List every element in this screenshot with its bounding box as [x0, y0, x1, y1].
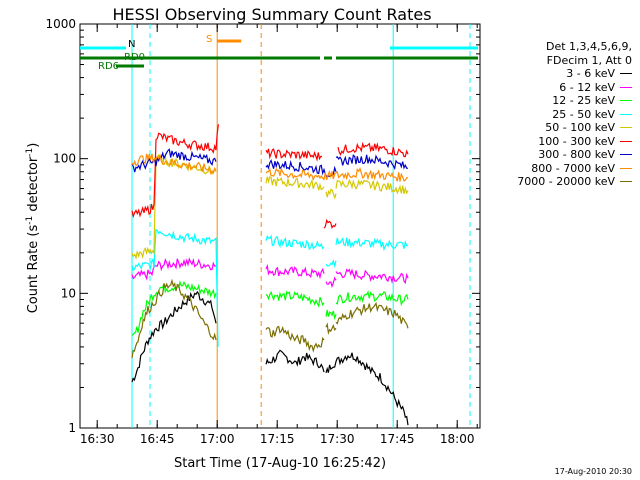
x-tick-label-6: 17:45: [380, 432, 415, 446]
plot-frame: [79, 23, 481, 429]
series-line-6-seg-3: [323, 218, 337, 230]
y-axis-label-mid: detector: [26, 156, 41, 216]
flag-rd6-label: RD6: [98, 61, 119, 72]
legend-swatch: [620, 181, 632, 183]
legend-swatch: [620, 154, 632, 156]
x-tick-label-3: 17:00: [200, 432, 235, 446]
legend-header-line-1: Det 1,3,4,5,6,9,: [545, 40, 632, 53]
series-line-4-seg-1: [131, 228, 219, 347]
flag-n-label: N: [128, 39, 135, 50]
legend-header-line-2: FDecim 1, Att 0: [546, 53, 632, 67]
legend-entry-4: 25 - 50 keV: [500, 108, 632, 122]
y-axis-label-main: Count Rate (s: [26, 225, 41, 314]
series-line-3-seg-4: [335, 290, 409, 307]
x-axis-label: Start Time (17-Aug-10 16:25:42): [174, 456, 386, 471]
series-line-2-seg-4: [335, 268, 409, 285]
legend-entry-3: 12 - 25 keV: [500, 94, 632, 108]
series-line-9-seg-1: [131, 278, 217, 359]
legend-entry-9: 7000 - 20000 keV: [500, 175, 632, 189]
series-line-4-seg-4: [335, 237, 409, 252]
series-line-3-seg-2: [265, 290, 325, 308]
x-tick-label-7: 18:00: [440, 432, 475, 446]
series-line-8-seg-2: [265, 166, 409, 182]
legend-label: 300 - 800 keV: [538, 148, 615, 161]
flag-rd0-label: RD0: [124, 52, 145, 63]
legend-entry-8: 800 - 7000 keV: [500, 162, 632, 176]
x-tick-label-1: 16:30: [80, 432, 115, 446]
series-line-7-seg-2: [265, 158, 337, 178]
y-axis-label: Count Rate (s-1 detector-1): [25, 143, 41, 314]
legend-label: 100 - 300 keV: [538, 134, 615, 148]
flag-bars: N RD0 RD6 S: [80, 34, 478, 72]
y-tick-label-3: 100: [53, 152, 76, 166]
series-line-5-seg-3: [325, 188, 337, 200]
series-line-6-seg-1: [131, 124, 219, 219]
y-axis-label-sup1: -1: [25, 216, 35, 225]
legend-label: 7000 - 20000 keV: [517, 175, 615, 188]
legend-swatch: [620, 140, 632, 142]
legend-swatch: [620, 86, 632, 88]
series-line-6-seg-4: [337, 141, 409, 158]
series-line-2-seg-3: [325, 276, 337, 289]
series-line-5-seg-1: [131, 153, 217, 260]
y-tick-label-2: 10: [61, 286, 76, 300]
legend-swatch: [620, 100, 632, 102]
series-line-9-seg-3: [325, 322, 337, 335]
legend-label: 12 - 25 keV: [552, 94, 615, 107]
legend-entry-5: 50 - 100 keV: [500, 121, 632, 135]
series-line-7-seg-3: [335, 154, 409, 171]
series-line-8-seg-1: [131, 153, 217, 175]
series-line-1-seg-1: [131, 290, 217, 383]
axis-ticks: 16:30 16:45 17:00 17:15 17:30 17:45 18:00 1 10 10…: [45, 17, 480, 446]
series-line-2-seg-2: [265, 263, 325, 280]
series-line-2-seg-1: [131, 257, 217, 281]
vertical-markers: [131, 24, 471, 428]
legend: Det 1,3,4,5,6,9, FDecim 1, Att 0 3 - 6 k…: [500, 40, 632, 189]
x-tick-label-2: 16:45: [140, 432, 175, 446]
series-line-5-seg-2: [265, 176, 325, 191]
series-line-9-seg-4: [335, 301, 409, 329]
series-line-3-seg-1: [131, 280, 217, 336]
series-line-7-seg-1: [131, 148, 217, 173]
series-line-4-seg-2: [265, 234, 325, 251]
series-line-3-seg-3: [325, 309, 337, 321]
legend-swatch: [620, 73, 632, 75]
legend-label: 6 - 12 keV: [559, 80, 615, 94]
legend-entry-6: 100 - 300 keV: [500, 135, 632, 149]
series-line-1-seg-2: [265, 349, 325, 373]
chart-title: HESSI Observing Summary Count Rates: [112, 5, 431, 24]
y-tick-label-1: 1: [68, 421, 76, 435]
legend-label: 25 - 50 keV: [552, 107, 615, 121]
series-line-6-seg-2: [265, 148, 323, 162]
series-line-9-seg-2: [265, 325, 325, 353]
legend-swatch: [620, 127, 632, 129]
x-tick-label-4: 17:15: [260, 432, 295, 446]
legend-swatch: [620, 167, 632, 169]
legend-entry-1: 3 - 6 keV: [500, 67, 632, 81]
y-axis-label-sup2: -1: [25, 148, 35, 157]
legend-label: 800 - 7000 keV: [531, 161, 615, 175]
legend-entry-2: 6 - 12 keV: [500, 81, 632, 95]
series-line-4-seg-3: [325, 258, 337, 269]
legend-swatch: [620, 113, 632, 115]
footer-timestamp: 17-Aug-2010 20:30: [554, 467, 632, 476]
x-tick-label-5: 17:30: [320, 432, 355, 446]
legend-label: 3 - 6 keV: [566, 67, 615, 80]
series-line-5-seg-4: [335, 178, 409, 195]
series-lines: [131, 124, 409, 426]
y-tick-label-4: 1000: [45, 17, 76, 31]
flag-s-label: S: [206, 34, 212, 45]
legend-label: 50 - 100 keV: [545, 121, 615, 134]
plot-border: [79, 23, 481, 429]
legend-entry-7: 300 - 800 keV: [500, 148, 632, 162]
legend-entries: 3 - 6 keV 6 - 12 keV 12 - 25 keV 25 - 50 ke…: [500, 67, 632, 189]
series-line-1-seg-3: [325, 352, 409, 426]
y-axis-label-end: ): [26, 143, 41, 148]
